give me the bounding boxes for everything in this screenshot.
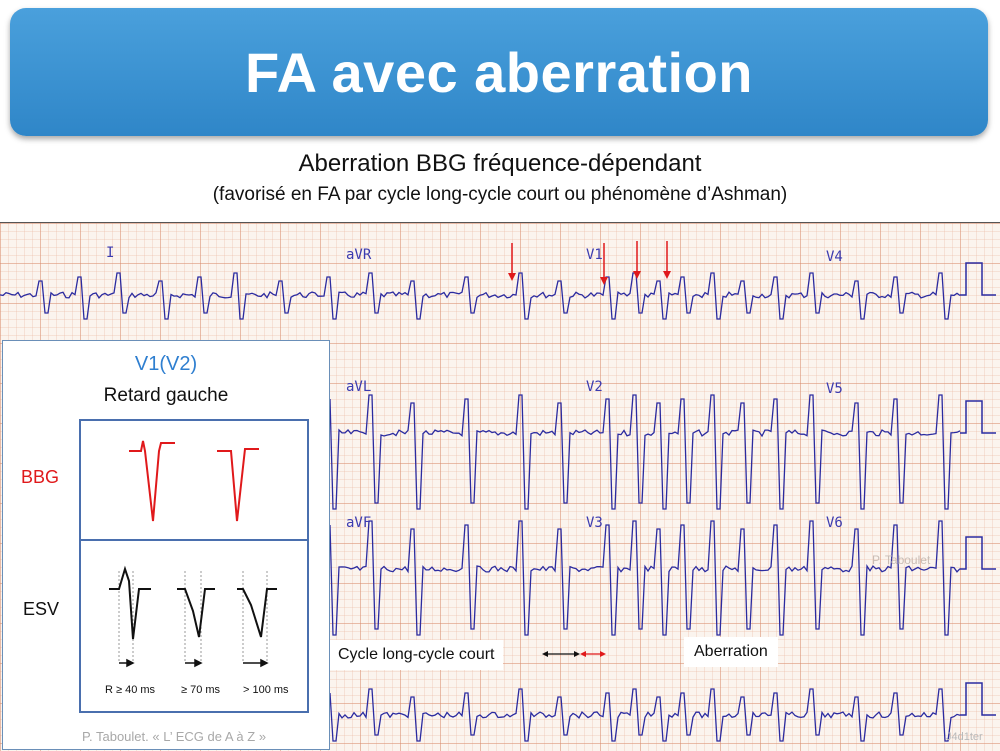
callout-cycle: Cycle long-cycle court bbox=[330, 640, 503, 670]
calibration-pulse bbox=[960, 682, 996, 716]
label-esv: ESV bbox=[23, 599, 60, 619]
aberration-arrowhead bbox=[508, 273, 516, 281]
lead-label-v6: V6 bbox=[826, 515, 843, 531]
subtitle: Aberration BBG fréquence-dépendant bbox=[298, 150, 702, 177]
inset-heading: V1(V2) bbox=[134, 353, 198, 375]
lead-label-v4: V4 bbox=[826, 249, 843, 265]
lead-label-v5: V5 bbox=[826, 381, 843, 397]
ecg-watermark: P. Taboulet bbox=[872, 553, 931, 567]
trace-row-1 bbox=[0, 272, 961, 320]
inset-subheading: Retard gauche bbox=[103, 385, 229, 406]
measure-70: ≥ 70 ms bbox=[181, 684, 221, 696]
figure-code: J4d1ter bbox=[946, 731, 983, 743]
trace-row-2 bbox=[329, 394, 961, 510]
long-cycle-arrowhead-right bbox=[574, 651, 580, 657]
ecg-traces bbox=[0, 241, 996, 742]
short-cycle-arrowhead-left bbox=[580, 651, 586, 657]
calibration-pulse bbox=[960, 400, 996, 434]
esv-box: R ≥ 40 ms ≥ 70 ms > 100 ms bbox=[79, 539, 309, 713]
title-banner: FA avec aberration bbox=[10, 8, 988, 136]
long-cycle-arrowhead-left bbox=[542, 651, 548, 657]
measure-100: > 100 ms bbox=[243, 684, 289, 696]
lead-label-avf: aVF bbox=[346, 515, 372, 531]
aberration-arrowhead bbox=[633, 271, 641, 279]
trace-row-3 bbox=[329, 520, 961, 636]
inset-panel: V1(V2) Retard gauche BBG ESV R ≥ 40 ms bbox=[2, 340, 330, 750]
lead-label-i: I bbox=[106, 245, 115, 261]
measure-r40: R ≥ 40 ms bbox=[105, 684, 156, 696]
credit-line: P. Taboulet. « L’ ECG de A à Z » bbox=[82, 729, 267, 744]
subtitle-note: (favorisé en FA par cycle long-cycle cou… bbox=[212, 184, 788, 205]
callout-aberration: Aberration bbox=[684, 637, 778, 667]
bbg-box bbox=[79, 419, 309, 541]
calibration-pulse bbox=[960, 536, 996, 570]
page-title: FA avec aberration bbox=[244, 40, 754, 104]
esv-waveforms bbox=[109, 565, 277, 668]
lead-label-v2: V2 bbox=[586, 379, 603, 395]
aberration-arrowhead bbox=[663, 271, 671, 279]
short-cycle-arrowhead-right bbox=[600, 651, 606, 657]
lead-label-v1: V1 bbox=[586, 247, 603, 263]
lead-label-v3: V3 bbox=[586, 515, 603, 531]
trace-row-4 bbox=[329, 688, 961, 742]
aberration-arrowhead bbox=[600, 277, 608, 285]
bbg-waveforms bbox=[129, 440, 259, 522]
lead-label-avl: aVL bbox=[346, 379, 372, 395]
label-bbg: BBG bbox=[21, 467, 60, 487]
calibration-pulse bbox=[960, 262, 996, 296]
lead-label-avr: aVR bbox=[346, 247, 372, 263]
